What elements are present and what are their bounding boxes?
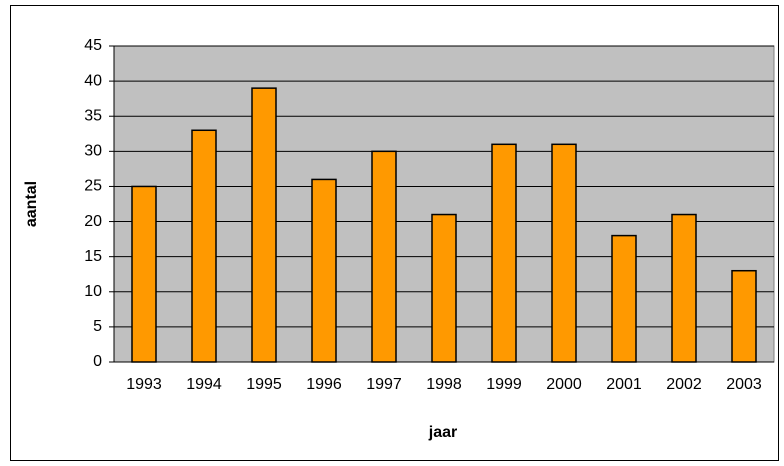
bar bbox=[611, 234, 637, 363]
x-tick-label: 1999 bbox=[486, 376, 522, 393]
y-tick-label: 20 bbox=[84, 213, 102, 230]
x-tick-label: 1996 bbox=[306, 376, 342, 393]
bar bbox=[491, 143, 517, 363]
x-tick-label: 1993 bbox=[126, 376, 162, 393]
y-tick-label: 10 bbox=[84, 283, 102, 300]
y-tick-label: 35 bbox=[84, 107, 102, 124]
x-tick-label: 1994 bbox=[186, 376, 222, 393]
y-tick-label: 15 bbox=[84, 248, 102, 265]
x-tick-label: 2002 bbox=[666, 376, 702, 393]
x-axis-label: jaar bbox=[428, 424, 457, 441]
x-tick-label: 1995 bbox=[246, 376, 282, 393]
y-tick-label: 40 bbox=[84, 72, 102, 89]
y-tick-label: 25 bbox=[84, 178, 102, 195]
x-tick-label: 2003 bbox=[726, 376, 762, 393]
y-tick-label: 5 bbox=[93, 318, 102, 335]
bar bbox=[311, 178, 337, 363]
bar bbox=[431, 213, 457, 363]
bar bbox=[371, 150, 397, 363]
x-tick-label: 1997 bbox=[366, 376, 402, 393]
y-axis-label: aantal bbox=[23, 181, 40, 227]
y-tick-label: 0 bbox=[93, 353, 102, 370]
x-tick-label: 1998 bbox=[426, 376, 462, 393]
x-tick-label: 2000 bbox=[546, 376, 582, 393]
bar bbox=[131, 185, 157, 363]
bar bbox=[551, 143, 577, 363]
bar bbox=[731, 269, 757, 363]
bar bbox=[251, 87, 277, 363]
bar bbox=[191, 129, 217, 363]
y-tick-label: 30 bbox=[84, 143, 102, 160]
y-tick-label: 45 bbox=[84, 37, 102, 54]
x-tick-label: 2001 bbox=[606, 376, 642, 393]
bar bbox=[671, 213, 697, 363]
